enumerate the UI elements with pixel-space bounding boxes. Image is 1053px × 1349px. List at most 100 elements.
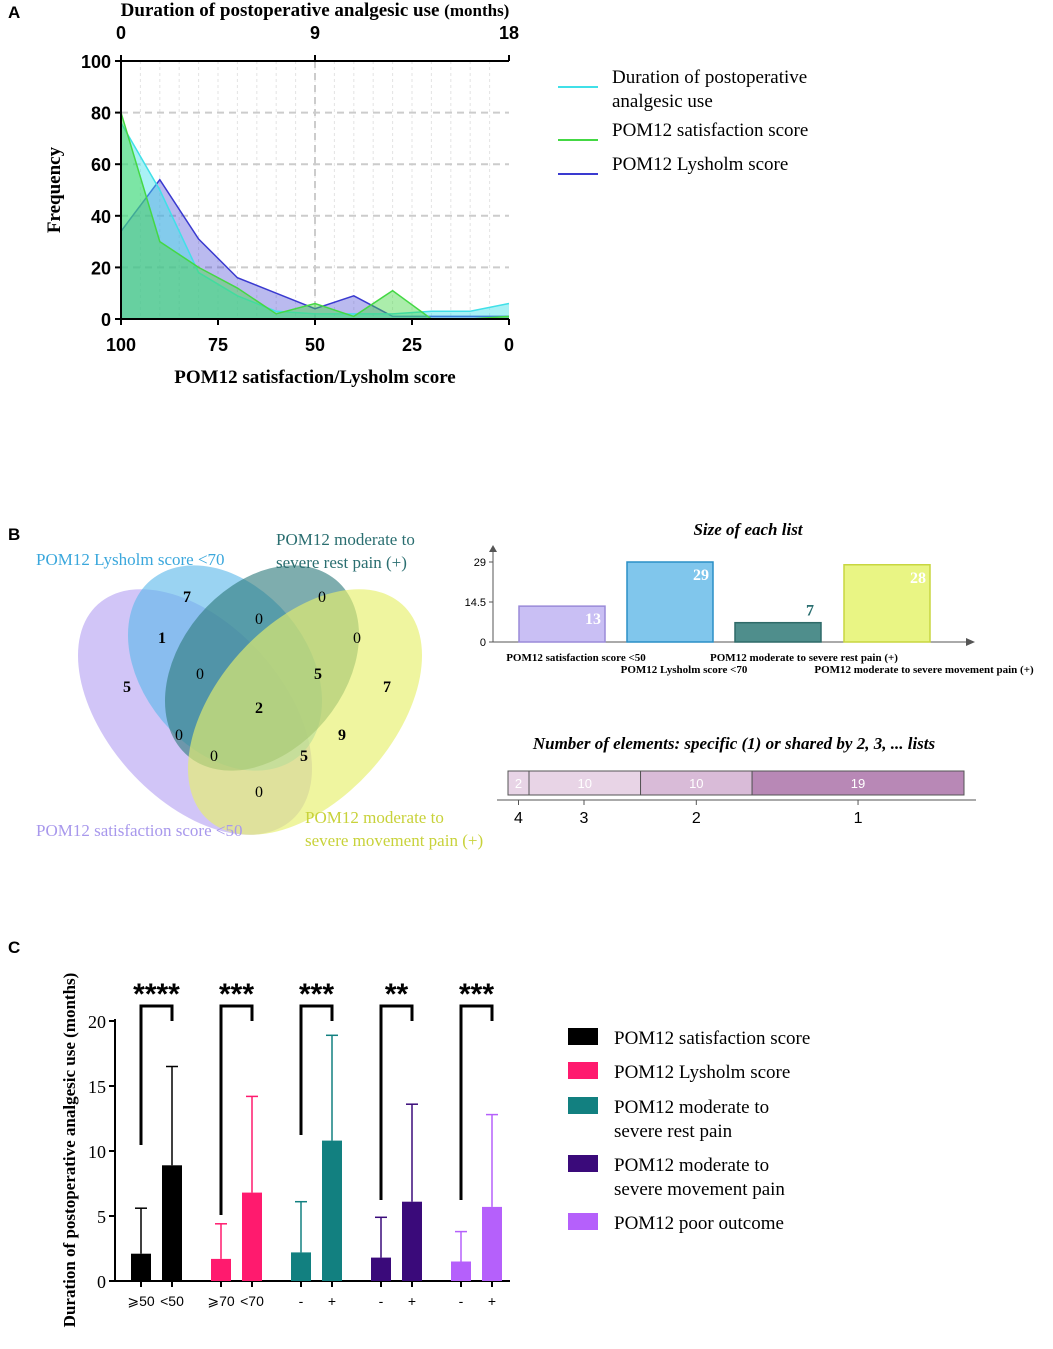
c-y-tick-label: 10 <box>88 1142 106 1162</box>
b-shared-value-label: 10 <box>578 776 592 791</box>
venn-label-satisfaction: POM12 satisfaction score <50 <box>36 821 242 840</box>
c-legend-label: POM12 Lysholm score <box>614 1062 790 1083</box>
a-bottom-tick-label: 25 <box>402 335 422 355</box>
b-size-category-label: POM12 moderate to severe rest pain (+) <box>710 652 898 664</box>
shared-elements-chart: 2 4 10 3 10 2 19 1 <box>497 770 976 827</box>
c-bar <box>371 1257 391 1281</box>
panel-c-chart: 0 5 10 15 20 ⩾50 <50 **** ⩾70 <70 *** - + *** - + ** - + **… <box>88 978 510 1309</box>
venn-region-s-r: 0 <box>175 727 183 744</box>
venn-region-l-r-m: 5 <box>314 666 322 683</box>
c-legend-swatch <box>568 1028 598 1045</box>
panel-c: C Duration of postoperative analgesic us… <box>8 938 810 1327</box>
c-x-tick-label: - <box>459 1293 464 1309</box>
venn-label-lysholm: POM12 Lysholm score <70 <box>36 550 225 569</box>
list-size-title: Size of each list <box>693 520 803 539</box>
c-bar <box>291 1252 311 1281</box>
c-legend-swatch <box>568 1155 598 1172</box>
b-shared-category-label: 2 <box>692 810 701 827</box>
c-significance-label: ** <box>385 978 409 1011</box>
b-shared-segment <box>640 770 753 796</box>
a-y-tick-label: 40 <box>91 207 111 227</box>
c-y-tick-label: 15 <box>88 1077 106 1097</box>
panel-a-xlabel: POM12 satisfaction/Lysholm score <box>174 367 455 388</box>
panel-a-top-title-unit: (months) <box>444 1 509 20</box>
venn-region-s-l-m: 0 <box>210 748 218 765</box>
venn-region-m-only: 7 <box>383 679 391 696</box>
c-legend-label-line: POM12 moderate to <box>614 1155 769 1176</box>
a-legend-label-line: Duration of postoperative <box>612 67 807 88</box>
venn-label-rest-1: POM12 moderate to <box>276 530 415 549</box>
venn-region-m-r: 0 <box>353 630 361 647</box>
venn-label-movement-1: POM12 moderate to <box>305 808 444 827</box>
c-bar <box>162 1165 182 1281</box>
c-legend-label: POM12 moderate to severe movement pain <box>614 1155 785 1200</box>
panel-a-top-title: Duration of postoperative analgesic use … <box>121 0 510 21</box>
panel-a-label: A <box>8 3 20 22</box>
c-significance-label: **** <box>133 978 180 1011</box>
b-size-bar <box>518 605 606 643</box>
b-shared-category-label: 4 <box>514 810 523 827</box>
c-x-tick-label: <70 <box>240 1293 264 1309</box>
c-legend-swatch <box>568 1213 598 1230</box>
c-y-tick-label: 0 <box>97 1272 106 1292</box>
c-x-tick-label: + <box>408 1293 416 1309</box>
a-top-tick-label: 18 <box>499 23 519 43</box>
a-legend-label: Duration of postoperative analgesic use <box>612 67 807 112</box>
venn-label-rest-2: severe rest pain (+) <box>276 553 407 572</box>
a-y-tick-label: 80 <box>91 104 111 124</box>
c-legend-label: POM12 poor outcome <box>614 1213 784 1234</box>
c-significance-bracket <box>219 1004 254 1215</box>
c-bar <box>322 1140 342 1281</box>
panel-b: B 7 0 0 1 0 0 5 5 2 7 0 9 0 5 0 <box>8 520 1034 850</box>
b-size-y-arrow <box>489 545 497 552</box>
b-size-value-label: 28 <box>910 570 926 587</box>
b-size-category-label: POM12 satisfaction score <50 <box>506 652 646 664</box>
c-x-tick-label: <50 <box>160 1293 184 1309</box>
c-x-tick-label: - <box>379 1293 384 1309</box>
venn-set-movement-pain <box>187 589 423 835</box>
c-bar <box>402 1201 422 1281</box>
b-shared-value-label: 2 <box>515 776 522 791</box>
c-significance-bracket <box>299 1004 334 1135</box>
c-x-tick-label: ⩾50 <box>127 1293 155 1309</box>
venn-region-l-only: 7 <box>183 589 191 606</box>
panel-b-label: B <box>8 525 20 544</box>
c-legend-label: POM12 satisfaction score <box>614 1028 810 1049</box>
c-y-tick-label: 5 <box>97 1207 106 1227</box>
list-size-chart: 0 14.5 29 13 29 7 28 POM12 satisfaction score <… <box>465 545 1034 676</box>
c-legend-label: POM12 moderate to severe rest pain <box>614 1097 769 1142</box>
panel-c-ylabel: Duration of postoperative analgesic use … <box>60 973 79 1328</box>
venn-region-all-four: 2 <box>255 700 263 717</box>
c-bar <box>451 1261 471 1281</box>
shared-elements-title: Number of elements: specific (1) or shar… <box>532 734 936 753</box>
venn-region-l-r: 0 <box>255 611 263 628</box>
c-bar <box>242 1192 262 1281</box>
b-size-bar <box>843 564 931 643</box>
b-size-category-label: POM12 Lysholm score <70 <box>621 664 748 676</box>
a-legend-label-line: analgesic use <box>612 91 713 112</box>
c-bar <box>211 1258 231 1281</box>
c-bar <box>482 1206 502 1281</box>
b-shared-segment <box>528 770 642 796</box>
panel-a-top-title-main: Duration of postoperative analgesic use <box>121 0 440 21</box>
a-top-tick-label: 0 <box>116 23 126 43</box>
b-shared-category-label: 1 <box>854 810 863 827</box>
c-legend-label-line: severe movement pain <box>614 1179 785 1200</box>
venn-region-s-r-m: 5 <box>300 748 308 765</box>
c-legend-swatch <box>568 1097 598 1114</box>
c-significance-label: *** <box>299 978 334 1011</box>
b-size-value-label: 13 <box>585 611 601 628</box>
b-shared-value-label: 10 <box>689 776 703 791</box>
b-size-category-label: POM12 moderate to severe movement pain (… <box>814 664 1034 676</box>
a-y-tick-label: 100 <box>81 52 111 72</box>
c-x-tick-label: + <box>488 1293 496 1309</box>
venn-region-l-m: 9 <box>338 727 346 744</box>
venn-region-s-only: 5 <box>123 679 131 696</box>
b-size-bar <box>734 621 822 643</box>
a-y-tick-label: 20 <box>91 258 111 278</box>
a-series-line <box>120 122 510 315</box>
b-size-y-tick-label: 0 <box>480 637 486 649</box>
b-size-bar <box>626 561 714 643</box>
a-series-line <box>120 178 509 318</box>
